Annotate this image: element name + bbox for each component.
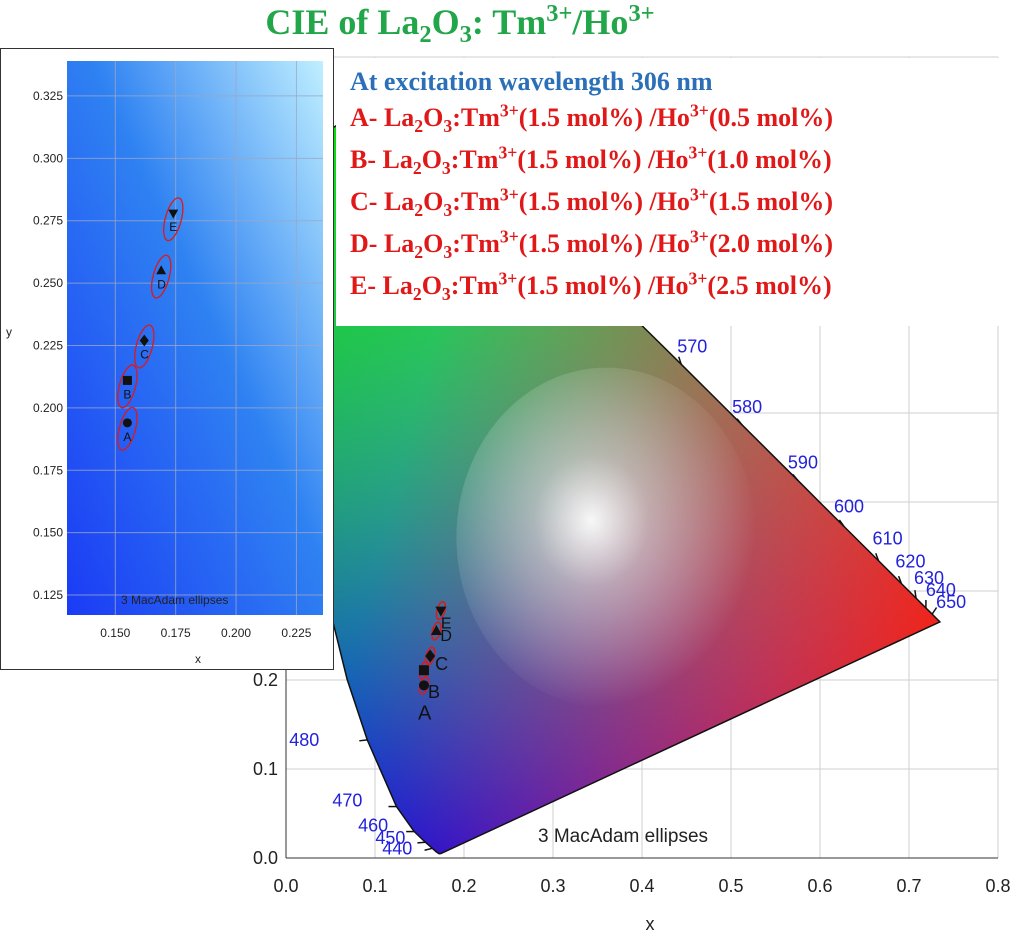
inset-axes: 0.150 0.175 0.200 0.225 0.125 0.150 0.175 0.200… bbox=[33, 89, 312, 640]
inset-x-axis-label: x bbox=[195, 652, 201, 666]
point-label-c: C bbox=[435, 654, 448, 674]
wavelength-tick bbox=[914, 590, 917, 599]
inset-y-tick-label: 0.250 bbox=[33, 276, 63, 290]
point-label-d: D bbox=[440, 628, 452, 645]
wavelength-label-570: 570 bbox=[677, 336, 707, 356]
wavelength-tick bbox=[359, 739, 368, 742]
inset-point-b bbox=[122, 375, 132, 385]
inset-macadam-annotation: 3 MacAdam ellipses bbox=[121, 593, 228, 607]
inset-point-a bbox=[122, 418, 132, 428]
wavelength-label-450: 450 bbox=[375, 828, 405, 848]
inset-ellipse-b bbox=[117, 364, 138, 409]
wavelength-label-460: 460 bbox=[358, 816, 388, 836]
legend-heading: At excitation wavelength 306 nm bbox=[350, 67, 713, 96]
x-tick-label: 0.4 bbox=[629, 876, 654, 896]
y-tick-label: 0.2 bbox=[253, 670, 278, 690]
y-tick-label: 0.0 bbox=[253, 848, 278, 868]
wavelength-label-440: 440 bbox=[382, 838, 412, 858]
inset-zoom-chart: 0.150 0.175 0.200 0.225 0.125 0.150 0.175 0.200… bbox=[0, 48, 334, 670]
data-point-c bbox=[425, 649, 436, 663]
legend-item-d: D- La2O3:Tm3+(1.5 mol%) /Ho3+(2.0 mol%) bbox=[350, 226, 834, 263]
inset-point-c bbox=[139, 334, 149, 347]
inset-ellipse-c bbox=[134, 324, 155, 369]
inset-plot-area bbox=[67, 61, 323, 615]
data-point-d bbox=[430, 625, 442, 636]
inset-chart-svg: 0.150 0.175 0.200 0.225 0.125 0.150 0.175 0.200… bbox=[6, 61, 323, 666]
wavelength-label-620: 620 bbox=[895, 552, 925, 572]
inset-data-points: A B C D E bbox=[117, 197, 184, 451]
point-label-a: A bbox=[418, 702, 432, 724]
wavelength-tick bbox=[424, 847, 433, 851]
wavelength-tick bbox=[678, 356, 682, 365]
inset-point-e bbox=[168, 209, 179, 219]
wavelength-label-580: 580 bbox=[732, 397, 762, 417]
inset-point-label-a: A bbox=[123, 430, 131, 444]
chart-title: CIE of La2O3: Tm3+/Ho3+ bbox=[265, 0, 655, 49]
x-tick-label: 0.1 bbox=[362, 876, 387, 896]
y-tick-label: 0.1 bbox=[253, 759, 278, 779]
wavelength-label-480: 480 bbox=[289, 730, 319, 750]
x-axis-label: x bbox=[646, 914, 655, 934]
wavelength-tick bbox=[736, 418, 743, 426]
x-tick-label: 0.0 bbox=[273, 876, 298, 896]
wavelength-tick bbox=[838, 519, 845, 527]
wavelength-tick bbox=[931, 607, 938, 615]
wavelength-label-590: 590 bbox=[788, 452, 818, 472]
inset-y-tick-label: 0.325 bbox=[33, 89, 63, 103]
inset-y-tick-label: 0.275 bbox=[33, 214, 63, 228]
wavelength-tick bbox=[875, 552, 880, 562]
data-point-b bbox=[418, 665, 429, 676]
legend-item-a: A- La2O3:Tm3+(1.5 mol%) /Ho3+(0.5 mol%) bbox=[350, 100, 834, 137]
legend: At excitation wavelength 306 nm A- La2O3… bbox=[336, 58, 1017, 326]
wavelength-label-640: 640 bbox=[926, 580, 956, 600]
inset-grid bbox=[67, 61, 323, 615]
inset-ellipse-d bbox=[150, 254, 172, 299]
wavelength-tick bbox=[897, 575, 903, 584]
inset-y-tick-label: 0.150 bbox=[33, 526, 63, 540]
point-label-b: B bbox=[428, 682, 440, 702]
inset-point-label-e: E bbox=[169, 220, 177, 234]
inset-y-tick-label: 0.125 bbox=[33, 588, 63, 602]
inset-point-label-b: B bbox=[123, 387, 131, 401]
wavelength-label-470: 470 bbox=[332, 791, 362, 811]
inset-ellipse-a bbox=[117, 406, 138, 451]
x-tick-label: 0.7 bbox=[896, 876, 921, 896]
x-tick-label: 0.6 bbox=[807, 876, 832, 896]
x-tick-label: 0.5 bbox=[718, 876, 743, 896]
inset-y-tick-label: 0.300 bbox=[33, 151, 63, 165]
wavelength-label-630: 630 bbox=[914, 568, 944, 588]
inset-y-tick-label: 0.200 bbox=[33, 401, 63, 415]
macadam-annotation: 3 MacAdam ellipses bbox=[538, 826, 708, 847]
wavelength-label-610: 610 bbox=[873, 529, 903, 549]
legend-item-c: C- La2O3:Tm3+(1.5 mol%) /Ho3+(1.5 mol%) bbox=[350, 184, 834, 221]
point-label-e: E bbox=[441, 616, 452, 633]
wavelength-label-650: 650 bbox=[936, 592, 966, 612]
inset-x-tick-label: 0.200 bbox=[221, 626, 251, 640]
inset-ellipse-e bbox=[163, 197, 184, 242]
data-point-e bbox=[435, 606, 447, 617]
x-tick-label: 0.8 bbox=[985, 876, 1010, 896]
inset-y-tick-label: 0.225 bbox=[33, 338, 63, 352]
wavelength-tick bbox=[417, 841, 426, 844]
inset-x-tick-label: 0.175 bbox=[161, 626, 191, 640]
x-tick-label: 0.2 bbox=[451, 876, 476, 896]
inset-x-tick-label: 0.225 bbox=[281, 626, 311, 640]
data-point-a bbox=[418, 680, 429, 691]
inset-point-d bbox=[156, 265, 167, 275]
inset-point-label-c: C bbox=[140, 347, 149, 361]
inset-x-tick-label: 0.150 bbox=[100, 626, 130, 640]
inset-y-axis-label: y bbox=[6, 325, 12, 339]
x-tick-label: 0.3 bbox=[540, 876, 565, 896]
legend-item-b: B- La2O3:Tm3+(1.5 mol%) /Ho3+(1.0 mol%) bbox=[350, 142, 832, 179]
inset-point-label-d: D bbox=[157, 278, 166, 292]
legend-item-e: E- La2O3:Tm3+(1.5 mol%) /Ho3+(2.5 mol%) bbox=[350, 268, 832, 305]
white-point-glow bbox=[456, 367, 757, 708]
wavelength-tick bbox=[792, 473, 799, 481]
wavelength-label-600: 600 bbox=[834, 496, 864, 516]
inset-y-tick-label: 0.175 bbox=[33, 463, 63, 477]
